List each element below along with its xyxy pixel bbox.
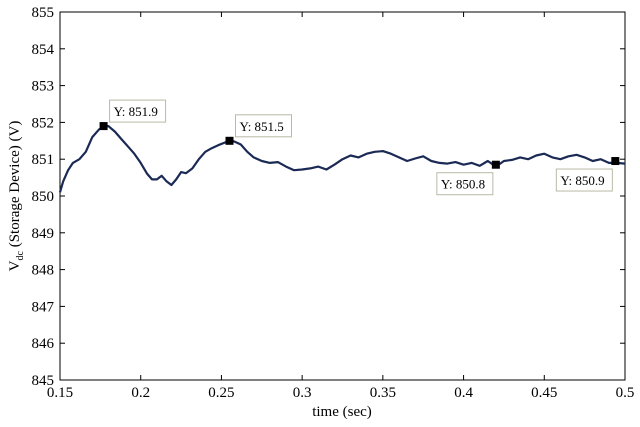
y-tick-label: 845 [32, 373, 55, 389]
y-tick-label: 854 [32, 42, 55, 58]
y-axis-label: Vdc (Storage Device) (V) [7, 121, 26, 272]
data-tip-box [109, 99, 167, 123]
y-axis-label-subscript: dc [15, 250, 26, 260]
data-tip-box [555, 168, 613, 192]
y-tick-label: 849 [32, 226, 55, 242]
x-axis-label: time (sec) [312, 404, 372, 420]
data-tip-marker [225, 136, 234, 145]
data-tips: Y: 851.9 Y: 851.5 Y: 850.8 Y: 850.9 [99, 99, 620, 196]
data-tip-marker [99, 122, 108, 131]
data-tip-marker [491, 160, 500, 169]
y-tick-label: 851 [32, 152, 55, 168]
data-tip: Y: 850.8 [436, 160, 500, 196]
y-axis-label-main: V [7, 260, 23, 271]
data-tip: Y: 851.5 [225, 114, 292, 145]
y-tick-label: 850 [32, 189, 55, 205]
y-tick-label: 853 [32, 79, 55, 95]
y-tick-label: 852 [32, 115, 55, 131]
y-tick-label: 846 [32, 336, 55, 352]
y-tick-label: 847 [32, 299, 55, 315]
data-tip-label: Y: 850.9 [560, 173, 604, 188]
plot-area [59, 11, 626, 381]
data-tip-label: Y: 851.9 [114, 104, 158, 119]
y-axis: 845 846 847 848 849 850 851 852 853 854 855 [32, 5, 625, 389]
x-tick-label: 0.35 [370, 385, 396, 401]
x-tick-label: 0.2 [131, 385, 150, 401]
data-tip-box [235, 114, 292, 138]
series-line [58, 125, 626, 193]
x-tick-label: 0.25 [208, 385, 234, 401]
x-tick-label: 0.15 [47, 385, 73, 401]
data-tip-marker [611, 157, 620, 166]
data-tip: Y: 851.9 [99, 99, 167, 131]
data-tip-label: Y: 850.8 [441, 177, 485, 192]
y-axis-label-rest: (Storage Device) (V) [7, 121, 23, 251]
data-tip: Y: 850.9 [555, 157, 620, 192]
x-tick-label: 0.3 [293, 385, 312, 401]
y-tick-label: 848 [32, 263, 55, 279]
x-tick-label: 0.5 [616, 385, 635, 401]
x-tick-label: 0.45 [531, 385, 557, 401]
data-tip-label: Y: 851.5 [240, 119, 284, 134]
data-tip-box [436, 172, 494, 196]
x-tick-label: 0.4 [454, 385, 473, 401]
y-tick-label: 855 [32, 5, 55, 21]
x-axis: 0.15 0.2 0.25 0.3 0.35 0.4 0.45 0.5 [47, 12, 635, 401]
